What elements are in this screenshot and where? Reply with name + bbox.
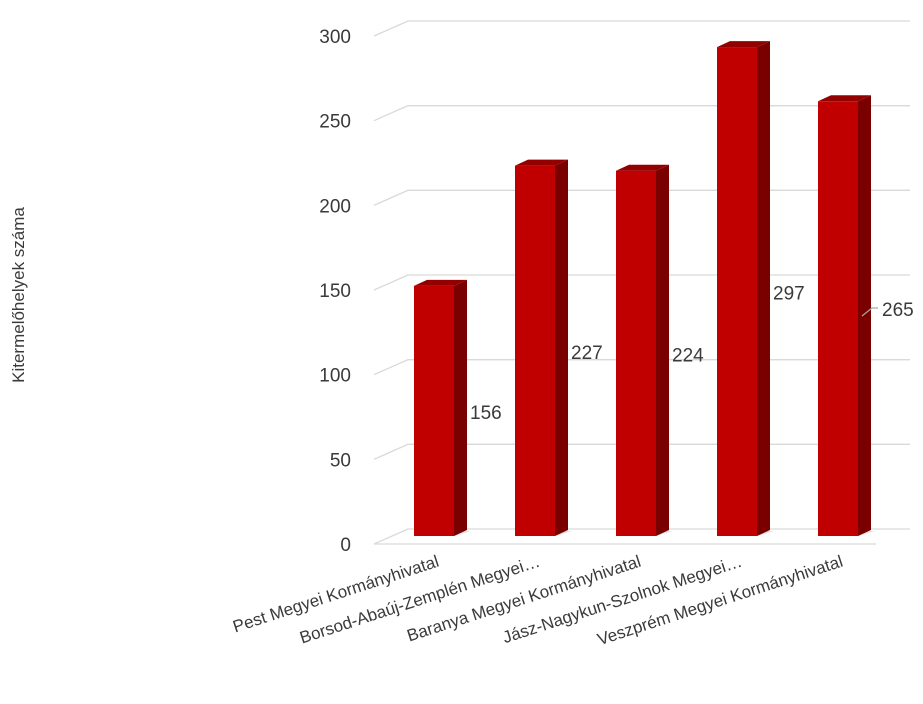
bar [717,41,774,537]
bar-front [616,170,656,536]
bar-front [818,101,858,537]
y-tick-label: 150 [319,281,351,302]
bar-top [717,41,770,48]
bars [414,41,875,537]
bar-front [515,165,555,536]
bar-top [818,95,871,102]
bar-side [454,279,467,536]
bar-top [616,164,669,171]
bar [818,95,875,537]
data-label: 265 [882,300,914,321]
y-tick-label: 300 [319,27,351,48]
data-labels: 156 227 224 297 265 [470,284,914,424]
bar-top [414,279,467,286]
gridline [373,20,910,37]
bar-side [656,164,669,536]
data-label: 297 [773,284,805,305]
bar-side [757,41,770,536]
gridlines [373,20,910,545]
y-tick-label: 250 [319,112,351,133]
bar-front [414,285,454,536]
bar [515,159,572,536]
bar [414,279,471,536]
data-label: 227 [571,343,603,364]
data-label: 224 [672,345,704,366]
bar [616,164,673,536]
y-axis-ticks: 0 50 100 150 200 250 300 [319,27,351,556]
bar-side [555,159,568,536]
y-tick-label: 0 [340,535,351,556]
y-tick-label: 50 [330,450,351,471]
data-label: 156 [470,403,502,424]
bar-front [717,47,757,537]
bar-side [858,95,871,537]
leader-line [861,307,878,317]
y-axis-title: Kitermelőhelyek száma [9,207,28,383]
bar-top [515,159,568,166]
category-labels: Pest Megyei KormányhivatalBorsod-Abaúj-Z… [230,552,845,649]
y-tick-label: 200 [319,196,351,217]
y-tick-label: 100 [319,366,351,387]
